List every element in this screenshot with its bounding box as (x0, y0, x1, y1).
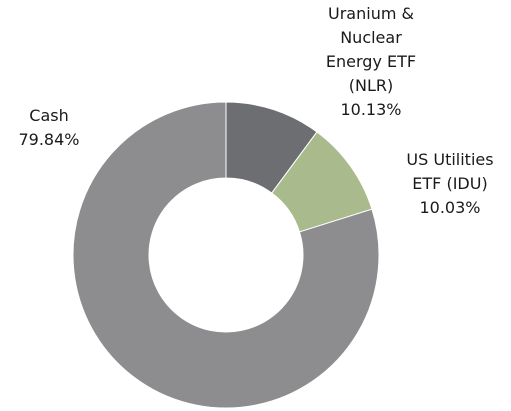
value-label: 10.03% (419, 198, 481, 217)
slice-label: Cash 79.84% (4, 104, 94, 152)
value-label: 79.84% (18, 130, 80, 149)
category-label: Uranium & Nuclear Energy ETF (NLR) (325, 4, 417, 95)
slice-label: US Utilities ETF (IDU) 10.03% (390, 148, 510, 220)
donut-slice (72, 101, 380, 409)
category-label: Cash (29, 106, 69, 125)
slice-label: Uranium & Nuclear Energy ETF (NLR) 10.13% (315, 2, 427, 122)
category-label: US Utilities ETF (IDU) (406, 150, 494, 193)
value-label: 10.13% (340, 100, 402, 119)
